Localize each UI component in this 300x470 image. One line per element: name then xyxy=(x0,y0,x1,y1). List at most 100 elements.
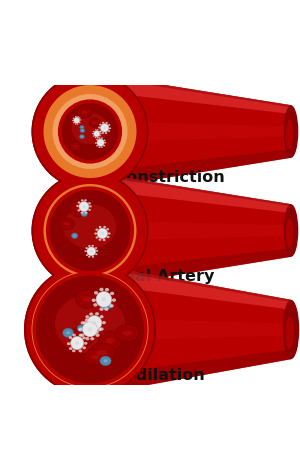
Polygon shape xyxy=(90,73,291,107)
Ellipse shape xyxy=(103,226,106,228)
Ellipse shape xyxy=(89,205,92,207)
Ellipse shape xyxy=(79,202,89,212)
Ellipse shape xyxy=(104,307,109,311)
Ellipse shape xyxy=(69,326,94,347)
Ellipse shape xyxy=(99,140,110,148)
Ellipse shape xyxy=(58,198,122,263)
Ellipse shape xyxy=(81,211,88,217)
Ellipse shape xyxy=(32,73,148,190)
Ellipse shape xyxy=(105,288,109,291)
Ellipse shape xyxy=(64,222,70,226)
Ellipse shape xyxy=(78,120,102,143)
Ellipse shape xyxy=(88,327,92,331)
Text: Normal Artery: Normal Artery xyxy=(86,269,214,284)
Ellipse shape xyxy=(80,128,85,133)
Ellipse shape xyxy=(73,122,74,123)
Ellipse shape xyxy=(99,226,101,228)
Ellipse shape xyxy=(47,287,133,372)
Ellipse shape xyxy=(97,137,99,138)
Ellipse shape xyxy=(80,134,85,139)
Ellipse shape xyxy=(80,320,100,339)
Ellipse shape xyxy=(99,124,101,125)
Ellipse shape xyxy=(59,218,74,230)
Ellipse shape xyxy=(40,82,140,181)
Ellipse shape xyxy=(75,123,76,125)
Ellipse shape xyxy=(54,293,126,366)
Ellipse shape xyxy=(105,338,115,344)
Ellipse shape xyxy=(87,129,93,134)
Ellipse shape xyxy=(63,328,74,337)
Ellipse shape xyxy=(44,283,136,376)
Ellipse shape xyxy=(70,111,110,152)
Ellipse shape xyxy=(61,201,119,260)
Ellipse shape xyxy=(82,205,85,208)
Ellipse shape xyxy=(91,319,95,322)
Ellipse shape xyxy=(88,256,91,258)
Ellipse shape xyxy=(102,132,104,134)
Ellipse shape xyxy=(70,337,84,350)
Ellipse shape xyxy=(52,193,128,268)
Ellipse shape xyxy=(99,131,101,133)
Ellipse shape xyxy=(76,205,79,207)
Ellipse shape xyxy=(91,355,99,360)
Ellipse shape xyxy=(103,140,106,141)
Ellipse shape xyxy=(84,125,96,137)
Ellipse shape xyxy=(76,206,83,211)
Ellipse shape xyxy=(71,113,109,144)
Ellipse shape xyxy=(82,346,86,349)
Ellipse shape xyxy=(82,130,83,131)
Ellipse shape xyxy=(44,184,136,277)
Polygon shape xyxy=(90,264,291,310)
Ellipse shape xyxy=(50,190,130,271)
Ellipse shape xyxy=(95,312,99,315)
Ellipse shape xyxy=(98,137,101,139)
Ellipse shape xyxy=(77,116,79,118)
Polygon shape xyxy=(90,264,291,395)
Ellipse shape xyxy=(58,99,122,164)
Ellipse shape xyxy=(94,291,98,295)
Polygon shape xyxy=(90,349,291,395)
Ellipse shape xyxy=(96,334,100,337)
Ellipse shape xyxy=(55,196,125,266)
Ellipse shape xyxy=(78,219,102,242)
Ellipse shape xyxy=(32,172,148,289)
Ellipse shape xyxy=(98,328,102,331)
Ellipse shape xyxy=(95,137,97,138)
Ellipse shape xyxy=(85,247,88,249)
Ellipse shape xyxy=(69,336,72,339)
Ellipse shape xyxy=(75,117,105,146)
Ellipse shape xyxy=(88,209,91,211)
Ellipse shape xyxy=(76,290,98,308)
Ellipse shape xyxy=(106,228,109,230)
Ellipse shape xyxy=(105,304,109,306)
Ellipse shape xyxy=(34,274,146,385)
Ellipse shape xyxy=(94,232,97,235)
Ellipse shape xyxy=(61,102,119,161)
Ellipse shape xyxy=(286,219,293,248)
Ellipse shape xyxy=(52,94,128,169)
Ellipse shape xyxy=(286,316,293,349)
Ellipse shape xyxy=(34,175,146,286)
Ellipse shape xyxy=(77,106,92,118)
Ellipse shape xyxy=(100,315,104,318)
Ellipse shape xyxy=(49,189,131,272)
Ellipse shape xyxy=(101,297,106,301)
Polygon shape xyxy=(90,248,291,289)
Ellipse shape xyxy=(26,266,154,393)
Ellipse shape xyxy=(44,85,136,178)
Ellipse shape xyxy=(95,129,97,131)
Ellipse shape xyxy=(74,235,76,237)
Ellipse shape xyxy=(82,322,98,337)
Ellipse shape xyxy=(73,145,77,148)
Ellipse shape xyxy=(93,135,94,137)
Polygon shape xyxy=(90,220,291,241)
Ellipse shape xyxy=(112,298,116,302)
Ellipse shape xyxy=(72,349,76,352)
Ellipse shape xyxy=(64,303,116,356)
Ellipse shape xyxy=(93,131,94,132)
Ellipse shape xyxy=(96,250,98,252)
Ellipse shape xyxy=(108,130,110,132)
Ellipse shape xyxy=(103,127,106,129)
Ellipse shape xyxy=(89,313,93,316)
Ellipse shape xyxy=(92,133,94,134)
